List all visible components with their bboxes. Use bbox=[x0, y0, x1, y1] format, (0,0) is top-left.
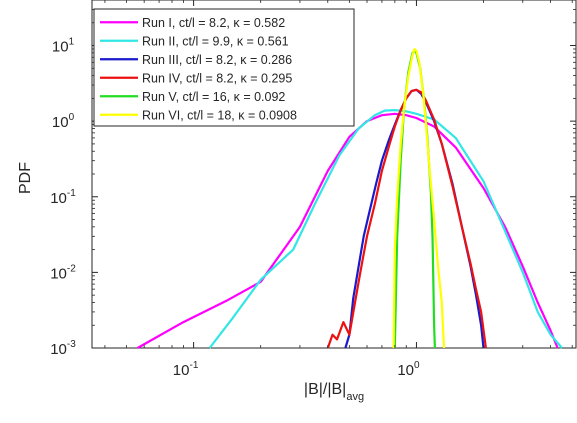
x-tick-label-1: 10-1 bbox=[173, 360, 199, 379]
legend-label-5: Run V, ct/l = 16, κ = 0.092 bbox=[142, 90, 285, 104]
tick-layer: 10-1 100 10-3 10-2 10-1 100 101 bbox=[50, 0, 576, 379]
legend-label-1: Run I, ct/l = 8.2, κ = 0.582 bbox=[142, 16, 285, 30]
y-tick-label-5: 101 bbox=[52, 37, 75, 56]
x-axis-label-sub: avg bbox=[346, 391, 364, 403]
y-tick-label-2: 10-2 bbox=[50, 263, 76, 282]
y-tick-label-4: 100 bbox=[52, 112, 75, 131]
y-tick-label-3: 10-1 bbox=[50, 188, 76, 207]
legend: Run I, ct/l = 8.2, κ = 0.582 Run II, ct/l… bbox=[93, 8, 355, 127]
x-tick-label-2: 100 bbox=[397, 360, 420, 379]
legend-label-6: Run VI, ct/l = 18, κ = 0.0908 bbox=[142, 108, 297, 122]
legend-label-4: Run IV, ct/l = 8.2, κ = 0.295 bbox=[142, 71, 292, 85]
y-tick-label-1: 10-3 bbox=[50, 339, 76, 358]
legend-label-2: Run II, ct/l = 9.9, κ = 0.561 bbox=[142, 34, 289, 48]
y-axis-label: PDF bbox=[17, 162, 34, 194]
series-line-6 bbox=[392, 47, 446, 349]
legend-box bbox=[93, 8, 355, 127]
series-layer bbox=[136, 47, 563, 349]
legend-label-3: Run III, ct/l = 8.2, κ = 0.286 bbox=[142, 53, 292, 67]
x-axis-label-main: |B|/|B| bbox=[304, 381, 346, 398]
x-axis-label: |B|/|B|avg bbox=[304, 381, 364, 403]
